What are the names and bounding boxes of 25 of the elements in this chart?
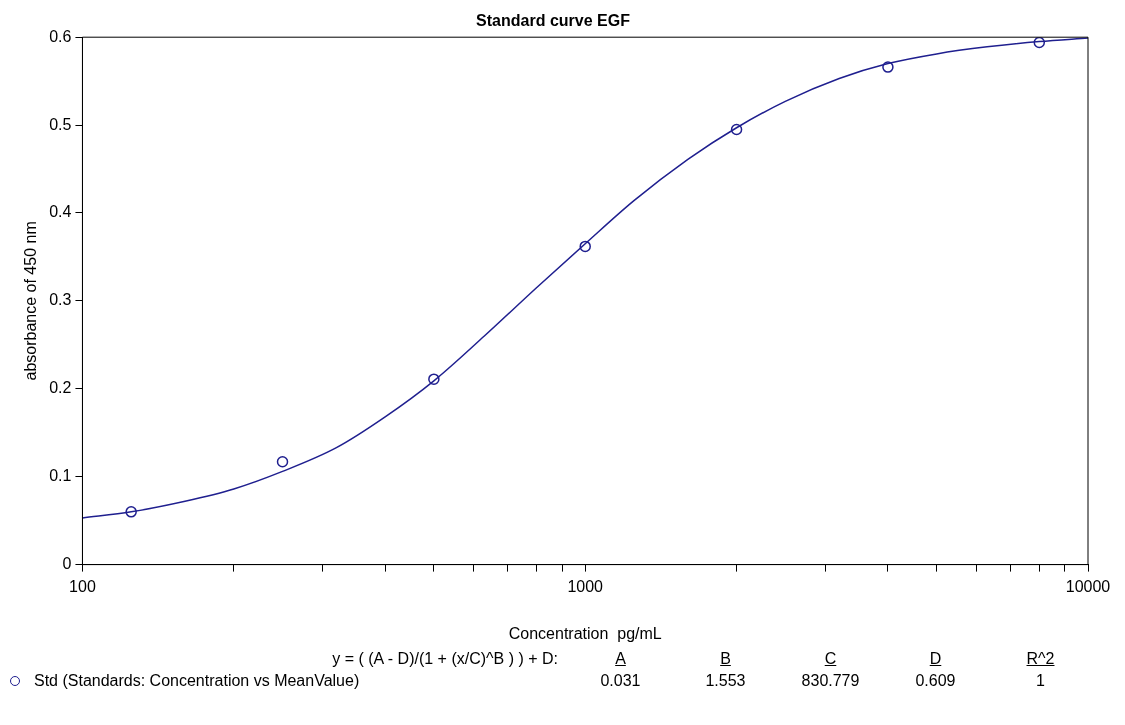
text: D (929, 650, 942, 667)
chart-title: Standard curve EGF (476, 12, 631, 30)
y-tick-label: 0.3 (49, 291, 72, 309)
text: 1 (1035, 672, 1046, 690)
x-tick-label: 10000 (1065, 577, 1111, 595)
text: C (824, 650, 837, 667)
y-tick-label: 0.6 (49, 27, 72, 45)
text: 830.779 (800, 672, 861, 690)
text: B (720, 650, 731, 667)
y-tick-label: 0 (62, 555, 72, 573)
x-axis-title: Concentration pg/mL (508, 624, 662, 642)
y-tick-label: 0.1 (49, 467, 72, 485)
text: R^2 (1026, 650, 1055, 667)
legend-label: Std (Standards: Concentration vs MeanValue) (34, 672, 360, 690)
y-tick-label: 0.5 (49, 115, 72, 133)
text: 1.553 (704, 672, 747, 690)
text: 0.609 (914, 672, 957, 690)
text: y = ( (A - D)/(1 + (x/C)^B ) ) + D: (331, 650, 559, 668)
x-tick-label: 100 (69, 577, 96, 595)
y-axis-title: absorbance of 450 nm (22, 221, 40, 381)
text: 0.031 (599, 672, 642, 690)
y-tick-label: 0.2 (49, 379, 72, 397)
y-tick-label: 0.4 (49, 203, 72, 221)
text: A (615, 650, 626, 667)
x-tick-label: 1000 (567, 577, 604, 595)
